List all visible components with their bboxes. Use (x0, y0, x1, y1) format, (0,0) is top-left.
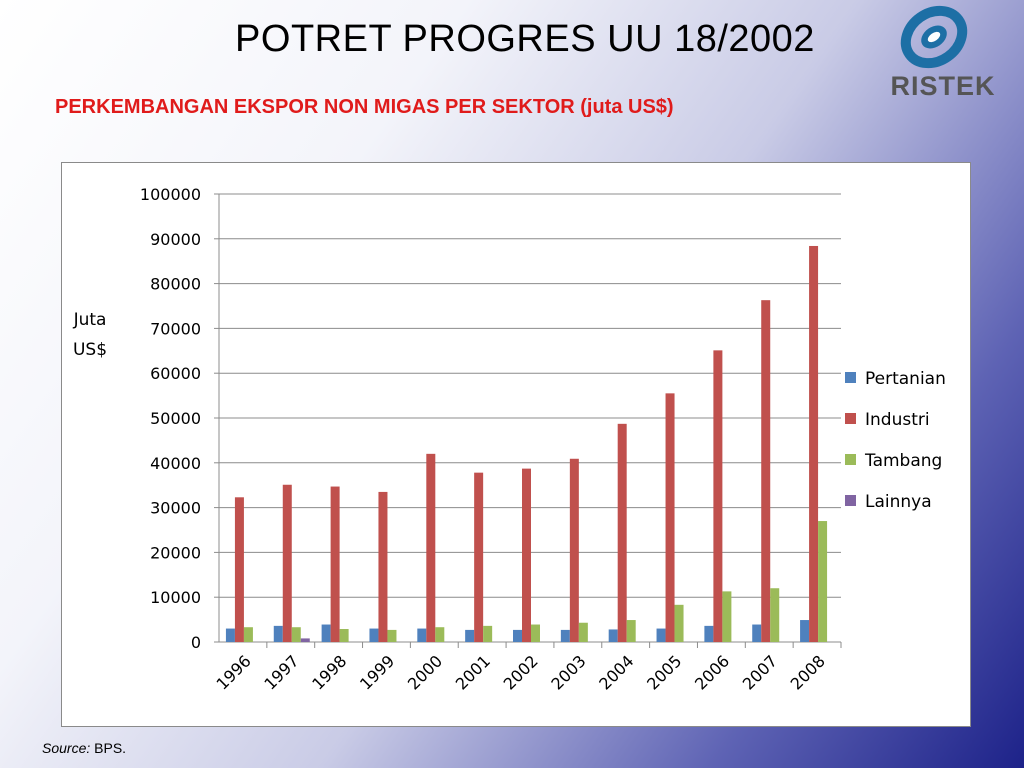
legend-swatch-tambang (845, 454, 856, 465)
y-tick-label: 50000 (150, 409, 201, 428)
bar-pertanian-1997 (273, 625, 283, 642)
ristek-logo: RISTEK (890, 5, 995, 100)
y-tick-label: 30000 (150, 499, 201, 518)
x-tick-label: 2007 (739, 651, 781, 693)
bar-industri-1997 (282, 484, 292, 642)
bar-tambang-1996 (243, 627, 253, 642)
x-tick-label: 2005 (643, 651, 685, 693)
legend-label-tambang: Tambang (864, 451, 942, 471)
bar-pertanian-2004 (608, 629, 618, 642)
bar-industri-2008 (809, 245, 819, 642)
bar-pertanian-2007 (752, 624, 762, 642)
bar-tambang-1999 (387, 629, 397, 642)
y-axis-label: Juta (73, 310, 107, 330)
y-tick-label: 90000 (150, 230, 201, 249)
bar-industri-2006 (713, 350, 723, 642)
y-tick-label: 0 (191, 633, 201, 652)
x-tick-label: 1999 (356, 651, 398, 693)
bar-chart: 0 10000 20000 30000 40000 50000 60000 70000 8000… (73, 185, 946, 694)
bar-tambang-2007 (770, 588, 780, 642)
bar-pertanian-2005 (656, 628, 666, 642)
y-tick-label: 80000 (150, 275, 201, 294)
bar-industri-1998 (330, 486, 340, 642)
bar-pertanian-2006 (704, 625, 714, 642)
logo-text: RISTEK (890, 71, 995, 100)
legend-swatch-pertanian (845, 372, 856, 383)
bar-tambang-2008 (818, 521, 828, 642)
bar-tambang-1998 (339, 629, 349, 642)
bar-tambang-1997 (291, 627, 301, 642)
source-label: Source: (42, 740, 91, 756)
chart-area: 0 10000 20000 30000 40000 50000 60000 70000 8000… (61, 162, 971, 727)
legend-swatch-lainnya (845, 495, 856, 506)
x-tick-label: 1996 (213, 651, 255, 693)
bar-tambang-2006 (722, 591, 732, 642)
bar-industri-2002 (522, 468, 531, 642)
x-tick-label: 2004 (595, 651, 637, 693)
x-tick-label: 2006 (691, 651, 733, 693)
bar-tambang-2003 (578, 622, 588, 642)
legend-swatch-industri (845, 413, 856, 424)
x-tick-label: 2001 (452, 651, 494, 693)
ristek-swirl-icon (900, 5, 968, 69)
legend-label-lainnya: Lainnya (865, 492, 932, 512)
bar-tambang-2001 (483, 625, 493, 642)
slide-title: POTRET PROGRES UU 18/2002 (235, 18, 815, 60)
bar-tambang-2000 (435, 627, 445, 642)
bar-tambang-2002 (531, 624, 540, 642)
bar-pertanian-1999 (369, 628, 379, 642)
y-tick-label: 60000 (150, 364, 201, 383)
bar-pertanian-2003 (560, 629, 570, 642)
source-note: Source: BPS. (42, 740, 126, 756)
bar-pertanian-1996 (225, 628, 235, 642)
chart-subtitle: PERKEMBANGAN EKSPOR NON MIGAS PER SEKTOR… (55, 96, 674, 118)
bar-pertanian-2002 (513, 629, 522, 642)
y-tick-label: 10000 (150, 588, 201, 607)
bar-industri-1996 (234, 497, 244, 642)
bar-tambang-2005 (674, 604, 684, 642)
bar-industri-2000 (426, 453, 436, 642)
x-tick-label: 2000 (404, 651, 446, 693)
y-tick-label: 100000 (140, 185, 201, 204)
x-tick-label: 2008 (787, 651, 829, 693)
bar-lainnya-1997 (300, 638, 310, 642)
bar-pertanian-1998 (321, 624, 331, 642)
y-tick-label: 70000 (150, 319, 201, 338)
x-tick-label: 2002 (500, 651, 542, 693)
bar-industri-2004 (617, 423, 627, 642)
x-tick-label: 1998 (308, 651, 350, 693)
y-tick-label: 40000 (150, 454, 201, 473)
bar-pertanian-2000 (417, 628, 427, 642)
bar-industri-2003 (569, 458, 579, 642)
bar-industri-2005 (665, 393, 675, 642)
bar-tambang-2004 (626, 620, 636, 642)
bar-pertanian-2008 (800, 620, 810, 642)
x-tick-label: 2003 (547, 651, 589, 693)
x-tick-label: 1997 (260, 651, 302, 693)
bar-industri-2001 (474, 472, 484, 642)
legend-label-pertanian: Pertanian (865, 369, 946, 389)
bar-pertanian-2001 (465, 629, 475, 642)
legend-label-industri: Industri (865, 410, 930, 430)
bar-industri-2007 (761, 300, 771, 642)
bar-industri-1999 (378, 491, 388, 642)
y-axis-label: US$ (73, 340, 107, 360)
y-tick-label: 20000 (150, 543, 201, 562)
source-value: BPS. (90, 740, 127, 756)
